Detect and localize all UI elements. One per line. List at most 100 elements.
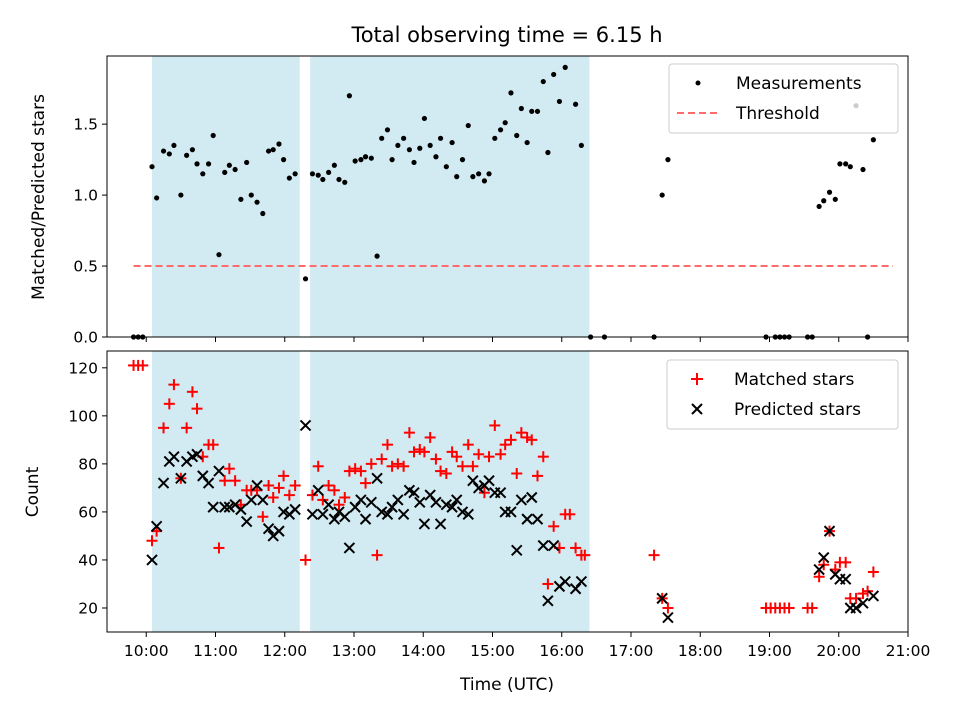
measurement-point-62	[476, 171, 482, 177]
measurement-point-61	[470, 174, 476, 180]
predicted-point-80	[813, 563, 825, 576]
top-x-ticks	[145, 337, 909, 342]
x-tick-label-6: 16:00	[539, 642, 584, 660]
bottom-y-tick-label-1: 40	[78, 551, 98, 569]
predicted-point-76	[569, 583, 582, 595]
measurement-point-94	[821, 198, 827, 204]
predicted-point-12	[213, 465, 225, 477]
predicted-point-43	[386, 501, 398, 513]
predicted-point-48	[414, 496, 426, 509]
measurement-point-78	[562, 64, 568, 70]
measurement-point-96	[832, 196, 838, 202]
bottom-legend-box	[666, 359, 899, 430]
predicted-point-36	[349, 501, 361, 513]
matched-point-65	[489, 419, 501, 431]
x-tick-label-7: 17:00	[609, 642, 654, 660]
legend-label-predicted: Predicted stars	[734, 400, 861, 420]
matched-point-45	[381, 439, 393, 451]
matched-point-16	[219, 475, 231, 487]
matched-point-35	[328, 484, 340, 496]
predicted-point-40	[371, 472, 383, 484]
measurement-point-27	[280, 157, 287, 163]
measurement-point-23	[260, 210, 266, 217]
x-tick-label-0: 10:00	[124, 642, 169, 660]
measurement-point-49	[406, 147, 412, 153]
predicted-point-67	[515, 494, 528, 506]
measurement-point-33	[320, 176, 326, 183]
predicted-point-21	[262, 523, 275, 535]
bottom-y-tick-label-2: 60	[78, 503, 98, 521]
measurement-point-19	[238, 196, 244, 202]
top-legend: Measurements Threshold	[668, 63, 899, 134]
measurement-point-38	[346, 93, 352, 99]
matched-point-82	[579, 549, 591, 561]
predicted-point-71	[537, 539, 549, 552]
matched-point-48	[398, 460, 410, 472]
measurement-point-79	[572, 101, 579, 107]
predicted-point-30	[317, 508, 329, 521]
predicted-point-73	[547, 539, 560, 552]
predicted-point-59	[472, 482, 485, 494]
matched-point-76	[548, 520, 560, 532]
measurement-point-77	[556, 98, 563, 105]
matched-point-63	[478, 487, 490, 499]
legend-label-matched: Matched stars	[734, 370, 854, 390]
matched-point-29	[289, 479, 301, 491]
x-tick-label-5: 15:00	[470, 642, 515, 660]
predicted-point-88	[857, 597, 869, 609]
matched-point-9	[181, 422, 193, 434]
measurement-point-16	[222, 169, 228, 175]
top-panel: Total observing time = 6.15 h 0.0 0.5 1.0 1…	[29, 23, 909, 347]
measurement-point-7	[171, 142, 177, 149]
matched-point-104	[867, 566, 879, 578]
predicted-point-20	[257, 494, 269, 506]
measurement-point-60	[465, 122, 471, 129]
x-tick-label-8: 18:00	[678, 642, 723, 660]
top-observing-span-1	[310, 56, 590, 337]
measurement-point-85	[665, 157, 671, 163]
predicted-point-89	[867, 590, 880, 602]
legend-marker-predicted	[691, 403, 703, 415]
measurement-point-95	[826, 189, 833, 195]
predicted-point-39	[365, 496, 378, 509]
measurement-point-48	[401, 135, 407, 141]
top-y-tick-label-1: 0.5	[73, 258, 98, 276]
matched-point-53	[424, 431, 436, 443]
measurement-point-20	[244, 159, 250, 166]
measurement-point-42	[368, 155, 374, 161]
measurement-point-36	[336, 176, 342, 183]
predicted-point-61	[483, 474, 495, 487]
bottom-y-tick-label-3: 80	[78, 455, 98, 473]
measurement-point-50	[411, 159, 417, 166]
predicted-point-85	[839, 573, 852, 585]
matched-point-91	[783, 602, 795, 614]
matched-point-50	[408, 446, 420, 458]
measurement-point-59	[459, 157, 466, 163]
predicted-point-79	[662, 611, 674, 624]
predicted-point-26	[289, 503, 301, 516]
matched-point-54	[430, 453, 442, 465]
predicted-point-2	[157, 477, 170, 489]
matched-point-15	[213, 542, 225, 554]
matched-point-5	[158, 422, 170, 434]
measurement-point-32	[315, 172, 321, 178]
measurement-point-40	[358, 157, 364, 163]
matched-point-67	[499, 439, 511, 451]
matched-point-41	[360, 477, 372, 489]
measurement-point-41	[362, 154, 369, 160]
predicted-point-47	[408, 486, 420, 499]
matched-point-64	[483, 451, 495, 463]
measurement-point-103	[870, 137, 876, 143]
matched-point-43	[371, 549, 383, 561]
bottom-y-ticks: 20 40 60 80 100 120	[68, 359, 107, 617]
matched-point-17	[223, 463, 235, 475]
predicted-point-75	[559, 575, 571, 588]
matched-point-70	[515, 427, 527, 439]
matched-point-7	[168, 379, 180, 391]
predicted-point-52	[434, 518, 447, 530]
predicted-point-51	[430, 496, 442, 509]
top-legend-box	[668, 63, 899, 134]
x-tick-label-3: 13:00	[332, 642, 377, 660]
matched-point-10	[186, 386, 198, 398]
matched-point-31	[306, 489, 318, 501]
